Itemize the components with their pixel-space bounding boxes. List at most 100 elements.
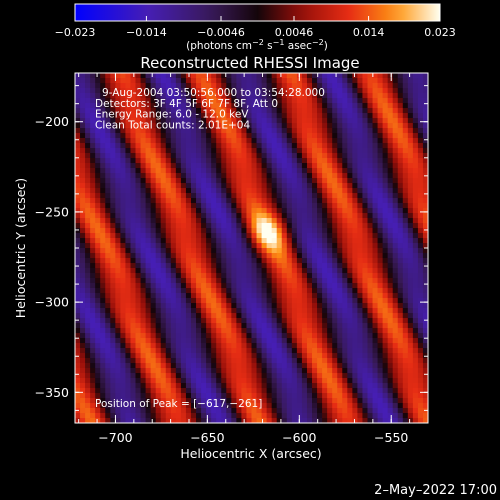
heatmap-cell — [337, 393, 343, 399]
heatmap-cell — [276, 183, 283, 189]
heatmap-cell — [251, 403, 257, 409]
heatmap-cell — [75, 313, 81, 319]
heatmap-cell — [145, 293, 152, 299]
heatmap-cell — [266, 273, 273, 279]
heatmap-cell — [206, 248, 212, 254]
heatmap-cell — [221, 233, 227, 239]
heatmap-cell — [175, 273, 182, 279]
heatmap-cell — [382, 353, 389, 359]
heatmap-cell — [90, 288, 96, 294]
heatmap-cell — [407, 173, 414, 179]
heatmap-cell — [301, 128, 308, 134]
heatmap-cell — [286, 188, 293, 194]
heatmap-cell — [236, 153, 242, 159]
heatmap-cell — [201, 358, 207, 364]
heatmap-cell — [402, 378, 409, 384]
heatmap-cell — [392, 233, 399, 239]
heatmap-cell — [130, 153, 136, 159]
heatmap-cell — [271, 268, 278, 274]
heatmap-cell — [251, 158, 257, 164]
heatmap-cell — [211, 403, 217, 409]
heatmap-cell — [412, 228, 419, 234]
heatmap-cell — [402, 323, 409, 329]
heatmap-cell — [190, 233, 197, 239]
heatmap-cell — [120, 373, 126, 379]
heatmap-cell — [196, 218, 202, 224]
heatmap-cell — [160, 228, 167, 234]
heatmap-cell — [231, 348, 237, 354]
heatmap-cell — [251, 388, 257, 394]
heatmap-cell — [105, 188, 111, 194]
heatmap-cell — [337, 208, 343, 214]
heatmap-cell — [95, 208, 101, 214]
heatmap-cell — [317, 373, 323, 379]
heatmap-cell — [251, 343, 257, 349]
heatmap-cell — [317, 238, 323, 244]
heatmap-cell — [165, 398, 172, 404]
heatmap-cell — [407, 418, 414, 424]
heatmap-cell — [165, 103, 172, 109]
heatmap-cell — [130, 213, 136, 219]
heatmap-cell — [382, 383, 389, 389]
heatmap-cell — [402, 258, 409, 264]
heatmap-cell — [231, 378, 237, 384]
heatmap-cell — [165, 303, 172, 309]
heatmap-cell — [271, 358, 278, 364]
heatmap-cell — [347, 283, 353, 289]
heatmap-cell — [352, 93, 358, 99]
heatmap-cell — [145, 413, 152, 419]
heatmap-cell — [296, 313, 303, 319]
heatmap-cell — [322, 368, 328, 374]
heatmap-cell — [397, 203, 404, 209]
heatmap-cell — [367, 103, 373, 109]
heatmap-cell — [236, 83, 242, 89]
heatmap-cell — [100, 248, 106, 254]
heatmap-cell — [362, 78, 368, 84]
heatmap-cell — [261, 298, 268, 304]
heatmap-cell — [246, 153, 252, 159]
heatmap-cell — [180, 358, 187, 364]
heatmap-cell — [190, 348, 197, 354]
heatmap-cell — [271, 183, 278, 189]
heatmap-cell — [291, 248, 298, 254]
heatmap-cell — [256, 373, 262, 379]
heatmap-cell — [412, 163, 419, 169]
heatmap-cell — [407, 293, 414, 299]
heatmap-cell — [135, 203, 141, 209]
heatmap-cell — [155, 163, 162, 169]
heatmap-cell — [417, 168, 424, 174]
heatmap-cell — [357, 213, 363, 219]
heatmap-cell — [130, 138, 136, 144]
heatmap-cell — [105, 213, 111, 219]
heatmap-cell — [185, 153, 192, 159]
heatmap-cell — [332, 378, 338, 384]
heatmap-cell — [382, 93, 389, 99]
heatmap-cell — [392, 303, 399, 309]
heatmap-cell — [387, 228, 394, 234]
heatmap-cell — [266, 168, 273, 174]
heatmap-cell — [332, 98, 338, 104]
heatmap-cell — [165, 348, 172, 354]
heatmap-cell — [322, 338, 328, 344]
heatmap-cell — [160, 143, 167, 149]
heatmap-cell — [266, 398, 273, 404]
heatmap-cell — [256, 393, 262, 399]
heatmap-cell — [196, 323, 202, 329]
heatmap-cell — [342, 313, 348, 319]
heatmap-cell — [362, 283, 368, 289]
heatmap-cell — [75, 353, 81, 359]
heatmap-cell — [261, 278, 268, 284]
heatmap-cell — [90, 133, 96, 139]
heatmap-cell — [175, 158, 182, 164]
heatmap-cell — [241, 228, 247, 234]
heatmap-cell — [226, 208, 232, 214]
heatmap-cell — [312, 93, 318, 99]
heatmap-cell — [90, 98, 96, 104]
heatmap-cell — [372, 238, 378, 244]
heatmap-cell — [165, 228, 172, 234]
heatmap-cell — [241, 273, 247, 279]
heatmap-cell — [256, 288, 262, 294]
heatmap-cell — [291, 118, 298, 124]
heatmap-cell — [397, 83, 404, 89]
heatmap-cell — [115, 193, 121, 199]
